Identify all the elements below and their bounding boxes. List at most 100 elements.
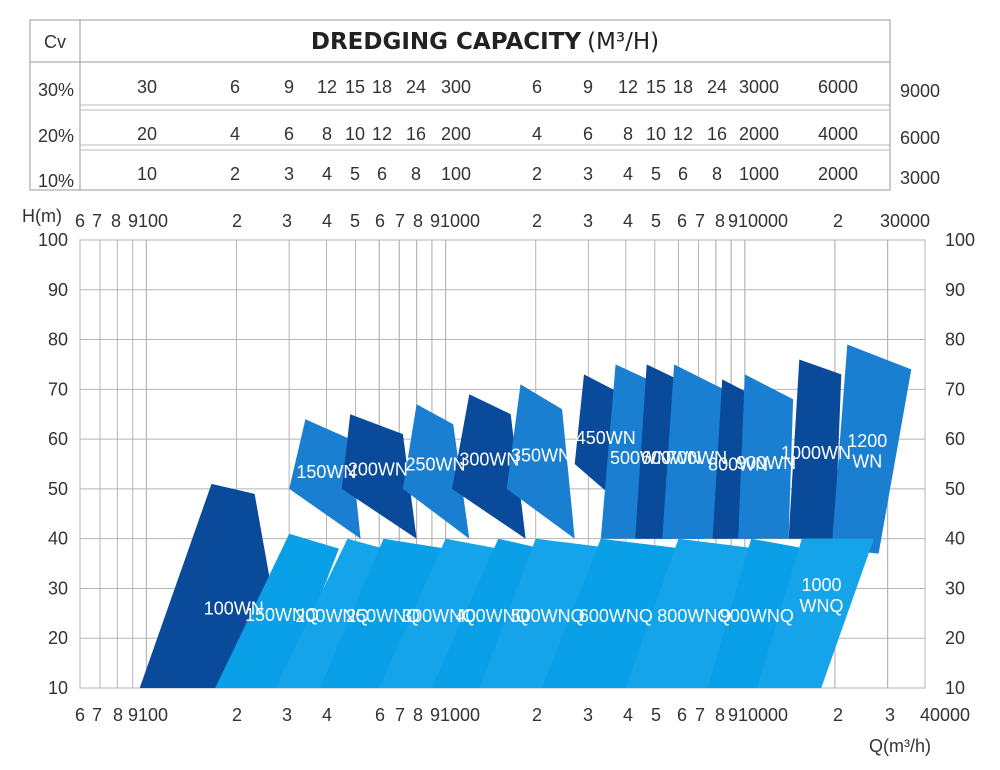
- series-area-900wn: [738, 374, 794, 539]
- series-area-350wn: [506, 384, 575, 539]
- top-axis-tick: 91000: [430, 211, 480, 231]
- series-area-1200wn: [831, 344, 912, 554]
- bottom-axis-tick: 910000: [728, 705, 788, 725]
- cv-value: 5: [350, 164, 360, 184]
- cv-value: 4: [532, 124, 542, 144]
- y-tick-label-left: 80: [48, 330, 68, 350]
- cv-value: 2: [532, 164, 542, 184]
- top-axis-tick: 3: [282, 211, 292, 231]
- top-axis-tick: 6: [677, 211, 687, 231]
- cv-value: 8: [623, 124, 633, 144]
- cv-value: 12: [618, 77, 638, 97]
- series-label: 900WNQ: [720, 606, 794, 626]
- cv-value: 4: [230, 124, 240, 144]
- series-label: 900WN: [736, 453, 796, 473]
- y-tick-label-left: 60: [48, 429, 68, 449]
- cv-value: 4: [322, 164, 332, 184]
- series-label: 300WNQ: [402, 606, 476, 626]
- y-tick-label-right: 90: [945, 280, 965, 300]
- cv-value: 30: [137, 77, 157, 97]
- series-label: 150WN: [296, 462, 356, 482]
- y-tick-label-right: 50: [945, 479, 965, 499]
- chart-axes: 10 10 20 20 30 30 40 40 50 50 60 60 70 70 80 80 90 90 100 1…: [22, 206, 975, 756]
- series-label: 400WNQ: [456, 606, 530, 626]
- bottom-axis-tick: 6: [75, 705, 85, 725]
- bottom-axis-tick: 9100: [128, 705, 168, 725]
- y-tick-label-left: 30: [48, 578, 68, 598]
- top-axis-tick: 7: [395, 211, 405, 231]
- top-axis-tick: 9100: [128, 211, 168, 231]
- y-tick-label-left: 50: [48, 479, 68, 499]
- series-label: 700WN: [667, 448, 727, 468]
- series-area-300wnq: [379, 538, 499, 688]
- top-axis-tick: 3: [583, 211, 593, 231]
- series-label: 1000 WNQ: [800, 575, 844, 616]
- top-axis-tick: 910000: [728, 211, 788, 231]
- top-axis-tick: 6: [75, 211, 85, 231]
- top-axis-tick: 30000: [880, 211, 930, 231]
- bottom-axis-tick: 2: [532, 705, 542, 725]
- top-axis-tick: 5: [350, 211, 360, 231]
- cv-table-header: Cv: [44, 32, 66, 52]
- bottom-axis-tick: 7: [92, 705, 102, 725]
- cv-value: 3: [583, 164, 593, 184]
- cv-value: 6: [532, 77, 542, 97]
- chart-title-unit: (M³/H): [587, 29, 659, 55]
- series-area-400wnq: [431, 538, 542, 688]
- cv-value: 15: [345, 77, 365, 97]
- series-label: 800WN: [708, 454, 768, 474]
- bottom-axis-tick: 2: [232, 705, 242, 725]
- cv-row-end: 3000: [900, 168, 940, 188]
- y-tick-label-right: 70: [945, 379, 965, 399]
- bottom-axis-tick: 3: [282, 705, 292, 725]
- bottom-axis-tick: 8: [715, 705, 725, 725]
- cv-row-end: 9000: [900, 81, 940, 101]
- cv-value: 18: [372, 77, 392, 97]
- bottom-axis-tick: 40000: [920, 705, 970, 725]
- bottom-axis-tick: 7: [695, 705, 705, 725]
- series-label: 800WNQ: [657, 606, 731, 626]
- series-area-250wnq: [319, 538, 446, 688]
- series-label: 300WN: [459, 449, 519, 469]
- series-area-150wnq: [215, 533, 339, 688]
- series-label: 200WNQ: [295, 606, 369, 626]
- y-tick-label-left: 40: [48, 529, 68, 549]
- series-area-300wn: [452, 394, 526, 539]
- cv-value: 4: [623, 164, 633, 184]
- y-tick-label-right: 100: [945, 230, 975, 250]
- series-area-1000wn: [788, 359, 842, 539]
- series-area-200wnq: [275, 538, 384, 688]
- series-label: 100WN: [204, 599, 264, 619]
- cv-value: 6: [678, 164, 688, 184]
- cv-value: 2: [230, 164, 240, 184]
- cv-value: 6: [284, 124, 294, 144]
- top-axis-tick: 8: [111, 211, 121, 231]
- series-label: 150WNQ: [245, 605, 319, 625]
- cv-value: 200: [441, 124, 471, 144]
- cv-value: 16: [707, 124, 727, 144]
- cv-value: 1000: [739, 164, 779, 184]
- cv-value: 6000: [818, 77, 858, 97]
- cv-value: 3: [284, 164, 294, 184]
- x-axis-label: Q(m³/h): [869, 736, 931, 756]
- top-axis-tick: 5: [651, 211, 661, 231]
- cv-value: 2000: [739, 124, 779, 144]
- cv-value: 24: [707, 77, 727, 97]
- cv-value: 20: [137, 124, 157, 144]
- series-label: 250WNQ: [346, 606, 420, 626]
- top-axis-tick: 8: [413, 211, 423, 231]
- cv-value: 6: [230, 77, 240, 97]
- series-label: 200WN: [348, 459, 408, 479]
- series-area-200wn: [341, 414, 417, 539]
- series-area-700wn: [662, 364, 729, 539]
- top-axis-tick: 4: [623, 211, 633, 231]
- cv-value: 3000: [739, 77, 779, 97]
- cv-value: 12: [673, 124, 693, 144]
- cv-value: 12: [317, 77, 337, 97]
- cv-value: 18: [673, 77, 693, 97]
- series-label: 1000WN: [781, 443, 851, 463]
- series-area-250wn: [402, 404, 470, 539]
- y-tick-label-right: 20: [945, 628, 965, 648]
- bottom-axis-tick: 5: [651, 705, 661, 725]
